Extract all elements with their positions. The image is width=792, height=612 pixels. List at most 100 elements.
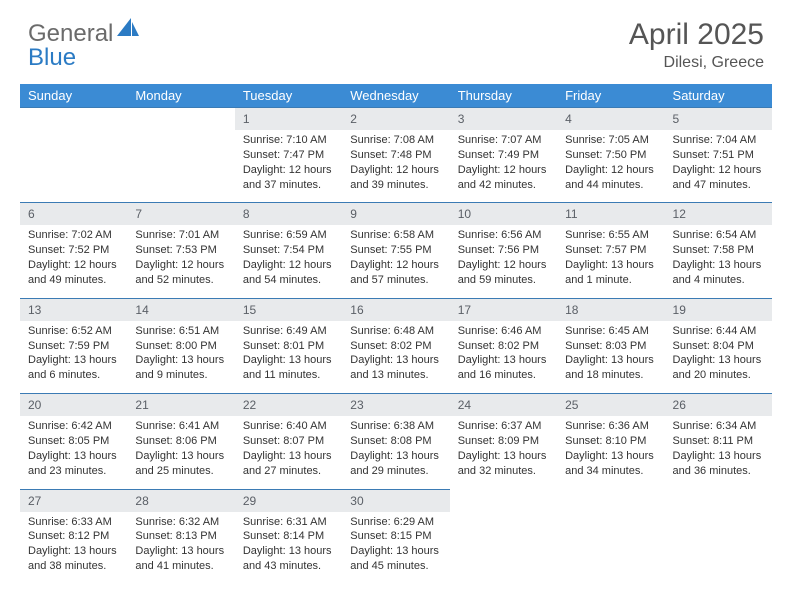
sunrise-line: Sunrise: 6:41 AM bbox=[135, 419, 226, 434]
sunrise-line: Sunrise: 6:56 AM bbox=[458, 228, 549, 243]
logo-sail-icon bbox=[117, 18, 139, 41]
daylight-line: Daylight: 13 hours and 27 minutes. bbox=[243, 449, 334, 479]
day-num-cell: 7 bbox=[127, 203, 234, 226]
day-content-cell: Sunrise: 6:34 AMSunset: 8:11 PMDaylight:… bbox=[665, 416, 772, 489]
week-content-row: Sunrise: 7:10 AMSunset: 7:47 PMDaylight:… bbox=[20, 130, 772, 203]
day-number: 15 bbox=[243, 303, 256, 317]
daylight-line: Daylight: 13 hours and 45 minutes. bbox=[350, 544, 441, 574]
day-number: 2 bbox=[350, 112, 357, 126]
day-details: Sunrise: 6:36 AMSunset: 8:10 PMDaylight:… bbox=[565, 419, 656, 478]
daylight-line: Daylight: 12 hours and 52 minutes. bbox=[135, 258, 226, 288]
day-number: 20 bbox=[28, 398, 41, 412]
day-details: Sunrise: 6:31 AMSunset: 8:14 PMDaylight:… bbox=[243, 515, 334, 574]
daylight-line: Daylight: 13 hours and 41 minutes. bbox=[135, 544, 226, 574]
day-content-cell: Sunrise: 6:59 AMSunset: 7:54 PMDaylight:… bbox=[235, 225, 342, 298]
sunrise-line: Sunrise: 7:02 AM bbox=[28, 228, 119, 243]
day-details: Sunrise: 6:33 AMSunset: 8:12 PMDaylight:… bbox=[28, 515, 119, 574]
day-details: Sunrise: 7:04 AMSunset: 7:51 PMDaylight:… bbox=[673, 133, 764, 192]
day-num-cell bbox=[450, 489, 557, 512]
sunrise-line: Sunrise: 6:37 AM bbox=[458, 419, 549, 434]
sunrise-line: Sunrise: 6:34 AM bbox=[673, 419, 764, 434]
day-content-cell: Sunrise: 7:05 AMSunset: 7:50 PMDaylight:… bbox=[557, 130, 664, 203]
day-number: 13 bbox=[28, 303, 41, 317]
day-details: Sunrise: 7:02 AMSunset: 7:52 PMDaylight:… bbox=[28, 228, 119, 287]
daylight-line: Daylight: 13 hours and 23 minutes. bbox=[28, 449, 119, 479]
sunset-line: Sunset: 7:56 PM bbox=[458, 243, 549, 258]
daylight-line: Daylight: 12 hours and 44 minutes. bbox=[565, 163, 656, 193]
week-content-row: Sunrise: 6:42 AMSunset: 8:05 PMDaylight:… bbox=[20, 416, 772, 489]
day-num-cell: 26 bbox=[665, 394, 772, 417]
day-num-cell: 17 bbox=[450, 298, 557, 321]
sunrise-line: Sunrise: 6:42 AM bbox=[28, 419, 119, 434]
day-number: 22 bbox=[243, 398, 256, 412]
day-number: 23 bbox=[350, 398, 363, 412]
day-number: 28 bbox=[135, 494, 148, 508]
day-details: Sunrise: 6:58 AMSunset: 7:55 PMDaylight:… bbox=[350, 228, 441, 287]
day-details: Sunrise: 6:34 AMSunset: 8:11 PMDaylight:… bbox=[673, 419, 764, 478]
sunrise-line: Sunrise: 6:48 AM bbox=[350, 324, 441, 339]
sunrise-line: Sunrise: 7:05 AM bbox=[565, 133, 656, 148]
day-details: Sunrise: 6:37 AMSunset: 8:09 PMDaylight:… bbox=[458, 419, 549, 478]
day-content-cell bbox=[127, 130, 234, 203]
day-num-cell: 20 bbox=[20, 394, 127, 417]
day-num-cell bbox=[127, 108, 234, 131]
daylight-line: Daylight: 13 hours and 13 minutes. bbox=[350, 353, 441, 383]
daylight-line: Daylight: 13 hours and 4 minutes. bbox=[673, 258, 764, 288]
day-header: Saturday bbox=[665, 84, 772, 108]
sunset-line: Sunset: 8:02 PM bbox=[350, 339, 441, 354]
sunrise-line: Sunrise: 6:52 AM bbox=[28, 324, 119, 339]
day-details: Sunrise: 6:46 AMSunset: 8:02 PMDaylight:… bbox=[458, 324, 549, 383]
week-content-row: Sunrise: 6:33 AMSunset: 8:12 PMDaylight:… bbox=[20, 512, 772, 584]
day-num-cell: 4 bbox=[557, 108, 664, 131]
day-content-cell: Sunrise: 6:38 AMSunset: 8:08 PMDaylight:… bbox=[342, 416, 449, 489]
day-details: Sunrise: 6:52 AMSunset: 7:59 PMDaylight:… bbox=[28, 324, 119, 383]
day-details: Sunrise: 6:42 AMSunset: 8:05 PMDaylight:… bbox=[28, 419, 119, 478]
day-content-cell bbox=[557, 512, 664, 584]
day-content-cell: Sunrise: 6:36 AMSunset: 8:10 PMDaylight:… bbox=[557, 416, 664, 489]
day-num-cell: 24 bbox=[450, 394, 557, 417]
day-details: Sunrise: 6:54 AMSunset: 7:58 PMDaylight:… bbox=[673, 228, 764, 287]
daylight-line: Daylight: 13 hours and 11 minutes. bbox=[243, 353, 334, 383]
sunset-line: Sunset: 7:51 PM bbox=[673, 148, 764, 163]
sunrise-line: Sunrise: 6:55 AM bbox=[565, 228, 656, 243]
sunset-line: Sunset: 8:10 PM bbox=[565, 434, 656, 449]
day-number: 6 bbox=[28, 207, 35, 221]
day-num-cell: 12 bbox=[665, 203, 772, 226]
sunset-line: Sunset: 8:05 PM bbox=[28, 434, 119, 449]
daylight-line: Daylight: 13 hours and 34 minutes. bbox=[565, 449, 656, 479]
day-details: Sunrise: 6:32 AMSunset: 8:13 PMDaylight:… bbox=[135, 515, 226, 574]
location: Dilesi, Greece bbox=[629, 54, 764, 72]
sunset-line: Sunset: 7:50 PM bbox=[565, 148, 656, 163]
daylight-line: Daylight: 13 hours and 29 minutes. bbox=[350, 449, 441, 479]
day-content-cell: Sunrise: 6:41 AMSunset: 8:06 PMDaylight:… bbox=[127, 416, 234, 489]
day-details: Sunrise: 6:48 AMSunset: 8:02 PMDaylight:… bbox=[350, 324, 441, 383]
day-num-cell: 2 bbox=[342, 108, 449, 131]
day-number: 27 bbox=[28, 494, 41, 508]
sunrise-line: Sunrise: 6:54 AM bbox=[673, 228, 764, 243]
day-details: Sunrise: 7:08 AMSunset: 7:48 PMDaylight:… bbox=[350, 133, 441, 192]
day-details: Sunrise: 6:29 AMSunset: 8:15 PMDaylight:… bbox=[350, 515, 441, 574]
day-content-cell bbox=[20, 130, 127, 203]
sunrise-line: Sunrise: 7:08 AM bbox=[350, 133, 441, 148]
day-content-cell: Sunrise: 6:52 AMSunset: 7:59 PMDaylight:… bbox=[20, 321, 127, 394]
day-num-cell: 11 bbox=[557, 203, 664, 226]
day-num-cell: 16 bbox=[342, 298, 449, 321]
week-daynum-row: 6789101112 bbox=[20, 203, 772, 226]
day-num-cell: 29 bbox=[235, 489, 342, 512]
day-content-cell: Sunrise: 6:42 AMSunset: 8:05 PMDaylight:… bbox=[20, 416, 127, 489]
day-details: Sunrise: 6:40 AMSunset: 8:07 PMDaylight:… bbox=[243, 419, 334, 478]
day-content-cell: Sunrise: 6:44 AMSunset: 8:04 PMDaylight:… bbox=[665, 321, 772, 394]
sunset-line: Sunset: 7:57 PM bbox=[565, 243, 656, 258]
day-num-cell: 25 bbox=[557, 394, 664, 417]
sunset-line: Sunset: 8:03 PM bbox=[565, 339, 656, 354]
day-num-cell: 14 bbox=[127, 298, 234, 321]
day-content-cell: Sunrise: 6:48 AMSunset: 8:02 PMDaylight:… bbox=[342, 321, 449, 394]
day-content-cell: Sunrise: 7:10 AMSunset: 7:47 PMDaylight:… bbox=[235, 130, 342, 203]
daylight-line: Daylight: 12 hours and 54 minutes. bbox=[243, 258, 334, 288]
sunset-line: Sunset: 7:49 PM bbox=[458, 148, 549, 163]
daylight-line: Daylight: 13 hours and 36 minutes. bbox=[673, 449, 764, 479]
daylight-line: Daylight: 13 hours and 20 minutes. bbox=[673, 353, 764, 383]
daylight-line: Daylight: 13 hours and 18 minutes. bbox=[565, 353, 656, 383]
daylight-line: Daylight: 13 hours and 32 minutes. bbox=[458, 449, 549, 479]
daylight-line: Daylight: 12 hours and 39 minutes. bbox=[350, 163, 441, 193]
